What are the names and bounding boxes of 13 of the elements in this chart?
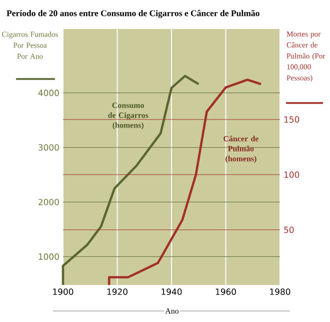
x-tick-label: 1960 bbox=[216, 288, 236, 295]
y-tick-label: 2000 bbox=[38, 198, 59, 206]
x-tick-label: 1920 bbox=[107, 288, 128, 295]
y-tick-label: 1000 bbox=[38, 253, 59, 260]
x-tick-label: 1940 bbox=[162, 288, 182, 295]
x-tick-label: 1980 bbox=[270, 288, 290, 295]
y2-tick-label: 150 bbox=[284, 116, 300, 123]
y2-tick-label: 50 bbox=[284, 226, 294, 234]
y-tick-label: 3000 bbox=[38, 144, 59, 151]
y2-tick-label: 100 bbox=[284, 171, 300, 178]
x-tick-label: 1900 bbox=[53, 288, 74, 295]
chart-title: Período de 20 anos entre Consumo de Cigarros e Câncer de Pulmão bbox=[6, 10, 260, 18]
y-tick-label: 4000 bbox=[38, 90, 59, 96]
